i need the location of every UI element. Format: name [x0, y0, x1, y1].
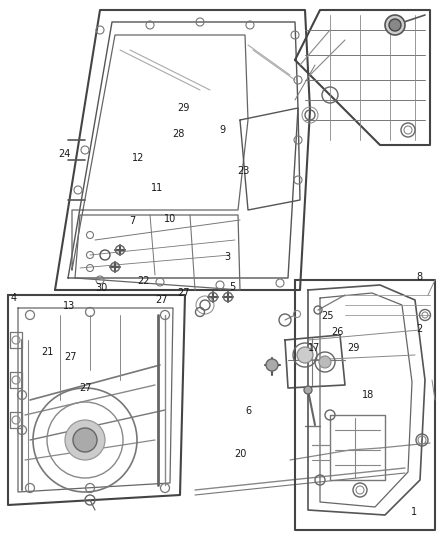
Circle shape [266, 359, 278, 371]
Text: 7: 7 [129, 216, 135, 226]
Text: 27: 27 [79, 383, 92, 393]
Text: 27: 27 [177, 288, 189, 298]
Text: 13: 13 [63, 302, 75, 311]
Text: 21: 21 [41, 347, 53, 357]
Circle shape [385, 15, 405, 35]
Circle shape [319, 356, 331, 368]
Text: 23: 23 [237, 166, 249, 175]
Text: 9: 9 [219, 125, 226, 135]
Text: 27: 27 [155, 295, 167, 304]
Text: 26: 26 [331, 327, 343, 336]
Circle shape [73, 428, 97, 452]
Text: 2: 2 [417, 325, 423, 334]
Text: 18: 18 [362, 391, 374, 400]
Text: 1: 1 [411, 507, 417, 516]
Text: 24: 24 [59, 149, 71, 158]
Text: 6: 6 [246, 407, 252, 416]
Circle shape [304, 386, 312, 394]
Text: 25: 25 [321, 311, 334, 320]
Text: 10: 10 [164, 214, 176, 223]
Text: 4: 4 [11, 294, 17, 303]
Text: 3: 3 [224, 252, 230, 262]
Text: 28: 28 [173, 130, 185, 139]
Text: 30: 30 [95, 283, 108, 293]
Text: 12: 12 [132, 153, 144, 163]
Text: 27: 27 [65, 352, 77, 362]
Circle shape [297, 347, 313, 363]
Text: 17: 17 [308, 343, 321, 352]
Text: 29: 29 [177, 103, 189, 112]
Text: 5: 5 [229, 282, 235, 292]
Text: 8: 8 [417, 272, 423, 282]
Text: 22: 22 [138, 277, 150, 286]
Circle shape [65, 420, 105, 460]
Text: 29: 29 [348, 343, 360, 352]
Text: 20: 20 [234, 449, 246, 459]
Text: 11: 11 [151, 183, 163, 192]
Circle shape [389, 19, 401, 31]
